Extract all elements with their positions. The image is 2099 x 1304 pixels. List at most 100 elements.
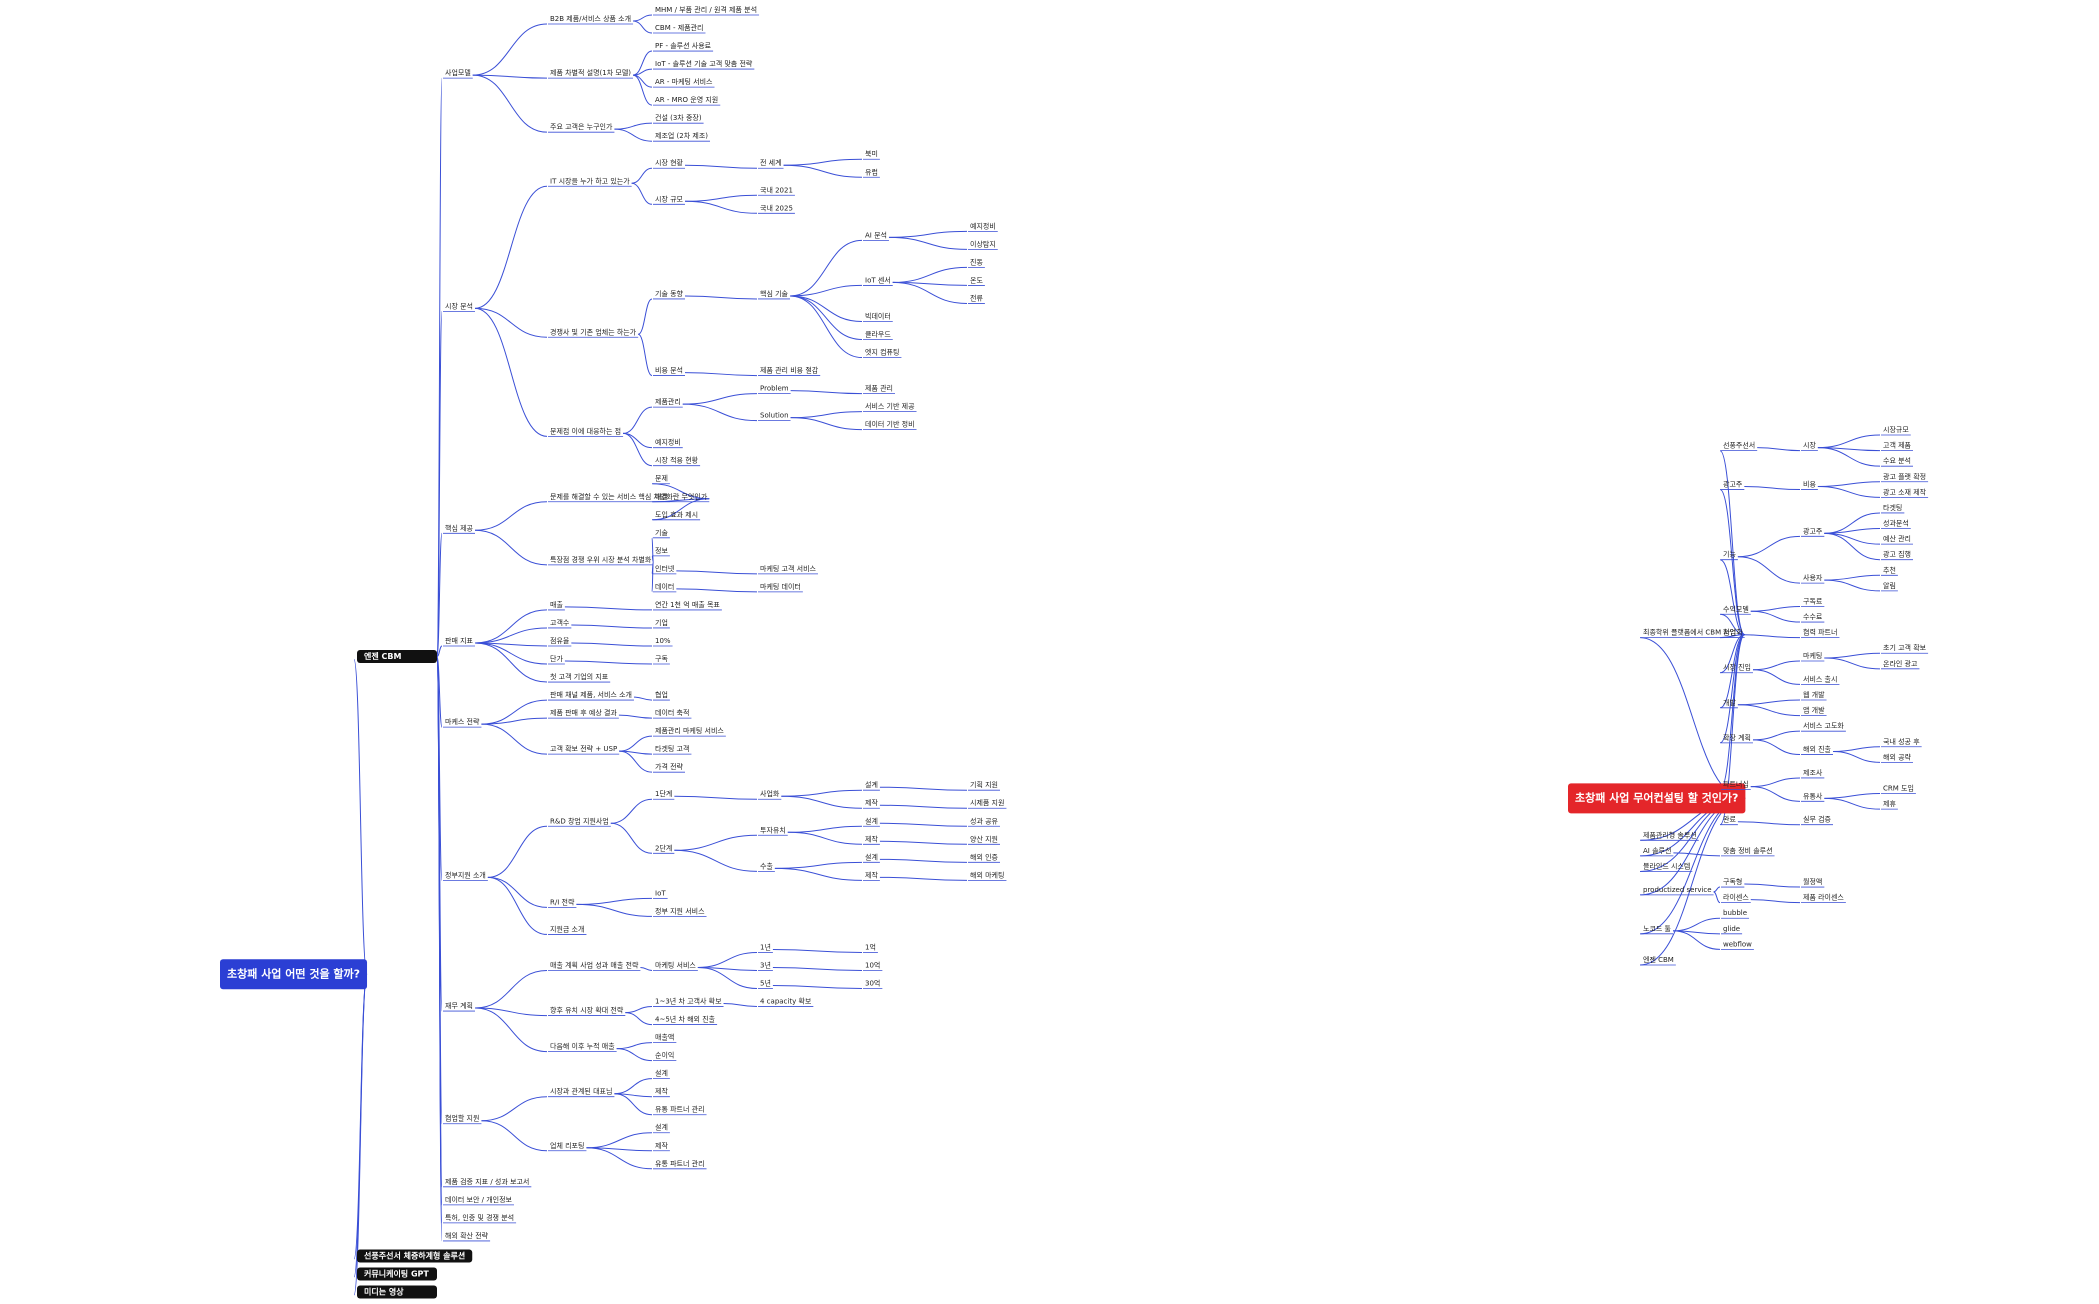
link (619, 750, 653, 773)
node-label: 마케팅 데이터 (760, 582, 801, 591)
node-label: R/I 전략 (550, 897, 575, 906)
link (571, 642, 653, 647)
node-label: 확장 계획 (1723, 733, 1751, 742)
link (879, 822, 968, 827)
node-label: 시장 (1803, 441, 1816, 450)
link (1752, 669, 1801, 685)
link (790, 417, 863, 431)
link (481, 699, 548, 725)
link (586, 1147, 653, 1170)
link (487, 876, 548, 935)
node-label: 제품 관리 (865, 384, 893, 393)
node-label: 제품관리 마케팅 서비스 (655, 726, 724, 735)
node-label: 광고 소재 제작 (1883, 487, 1927, 496)
node-label: 투자유치 (760, 825, 786, 834)
link (637, 333, 653, 377)
node-label: 제품 판매 후 예상 결과 (550, 708, 617, 717)
link (1719, 559, 1745, 636)
node-label: 문제점 이에 대응하는 점 (550, 426, 621, 435)
link (353, 973, 368, 1296)
node-label: 마케스 전략 (445, 717, 480, 726)
link (481, 723, 548, 755)
node-label: 경쟁사 및 기존 업체는 하는가 (550, 327, 637, 336)
node-label: 문제 (655, 475, 668, 483)
link (723, 1003, 758, 1008)
node-label: 판매 채널 제품, 서비스 소개 (550, 690, 632, 699)
link (1832, 746, 1881, 753)
link (632, 74, 653, 88)
branch-label: 엔젠 CBM (364, 651, 401, 661)
root-label: 초창패 사업 무어컨설팅 할 것인가? (1575, 790, 1738, 804)
link (1713, 886, 1721, 893)
node-label: 마케팅 고객 서비스 (760, 564, 817, 573)
node-label: 순이익 (655, 1051, 674, 1060)
node-label: MHM / 부품 관리 / 원격 제품 분석 (655, 5, 757, 14)
node-label: AI 분석 (865, 230, 887, 239)
link (676, 588, 758, 593)
node-label: 제조업 (2차 제조) (655, 131, 708, 140)
link (623, 406, 653, 434)
node-label: 설계 (865, 852, 878, 861)
node-label: 제조사 (1803, 768, 1823, 777)
link (1817, 434, 1881, 449)
node-label: 국내 2021 (760, 185, 793, 194)
node-label: 1~3년 차 고객사 확보 (655, 997, 722, 1006)
node-label: Solution (760, 412, 789, 420)
node-label: 클라우드 (865, 330, 891, 339)
node-label: 유통사 (1803, 791, 1823, 800)
node-label: 다음해 이후 누적 매출 (550, 1042, 615, 1051)
link (474, 1007, 548, 1053)
node-label: 제작 (865, 870, 878, 879)
node-label: 마케팅 서비스 (655, 960, 696, 969)
node-label: 기술 동향 (655, 289, 684, 298)
link (1832, 751, 1881, 763)
node-label: 핵심 기술 (760, 289, 789, 298)
link (1824, 797, 1881, 810)
link (474, 1007, 548, 1017)
node-label: 가격 전략 (655, 762, 684, 771)
node-label: 해외 마케팅 (970, 870, 1004, 879)
link (787, 831, 863, 845)
link (625, 1006, 653, 1014)
node-label: AR - MRO 운영 지원 (655, 95, 718, 104)
link (1719, 450, 1746, 636)
node-label: 인터넷 (655, 564, 675, 573)
node-label: 온도 (970, 276, 983, 284)
link (436, 310, 443, 658)
link (1752, 660, 1801, 671)
node-label: webflow (1723, 940, 1752, 948)
node-label: 광고주 (1723, 481, 1743, 489)
node-label: 향후 유치 시장 확대 전략 (550, 1006, 624, 1015)
node-label: 핵심 제공 (445, 523, 474, 532)
node-label: 매출 계획 사업 성과 매출 전략 (550, 960, 639, 969)
node-label: IoT (655, 889, 666, 897)
link (436, 656, 443, 1242)
link (789, 284, 863, 297)
link (623, 432, 653, 449)
node-label: 협업할 지원 (445, 1114, 479, 1123)
node-label: 시제품 지원 (970, 798, 1004, 807)
link (651, 561, 654, 593)
node-label: 기업 (655, 618, 668, 627)
node-label: 매출액 (655, 1033, 674, 1042)
link (774, 867, 863, 881)
root-node (1568, 783, 1746, 814)
link (474, 529, 548, 566)
node-label: 구독 (655, 655, 668, 663)
node-label: 10% (655, 637, 671, 645)
node-label: 서비스 기반 제공 (865, 402, 915, 411)
node-label: 제작 (865, 798, 878, 807)
link (789, 295, 863, 341)
node-label: 기술 (655, 528, 668, 537)
link (774, 861, 863, 869)
link (1824, 532, 1881, 545)
link (564, 606, 653, 611)
link (1824, 793, 1881, 799)
link (1817, 481, 1881, 488)
node-label: 구독형 (1723, 878, 1742, 886)
link (1737, 535, 1801, 558)
node-label: 선풍주선서 (1723, 441, 1755, 450)
link (353, 659, 368, 975)
link (622, 432, 653, 467)
link (632, 50, 653, 76)
